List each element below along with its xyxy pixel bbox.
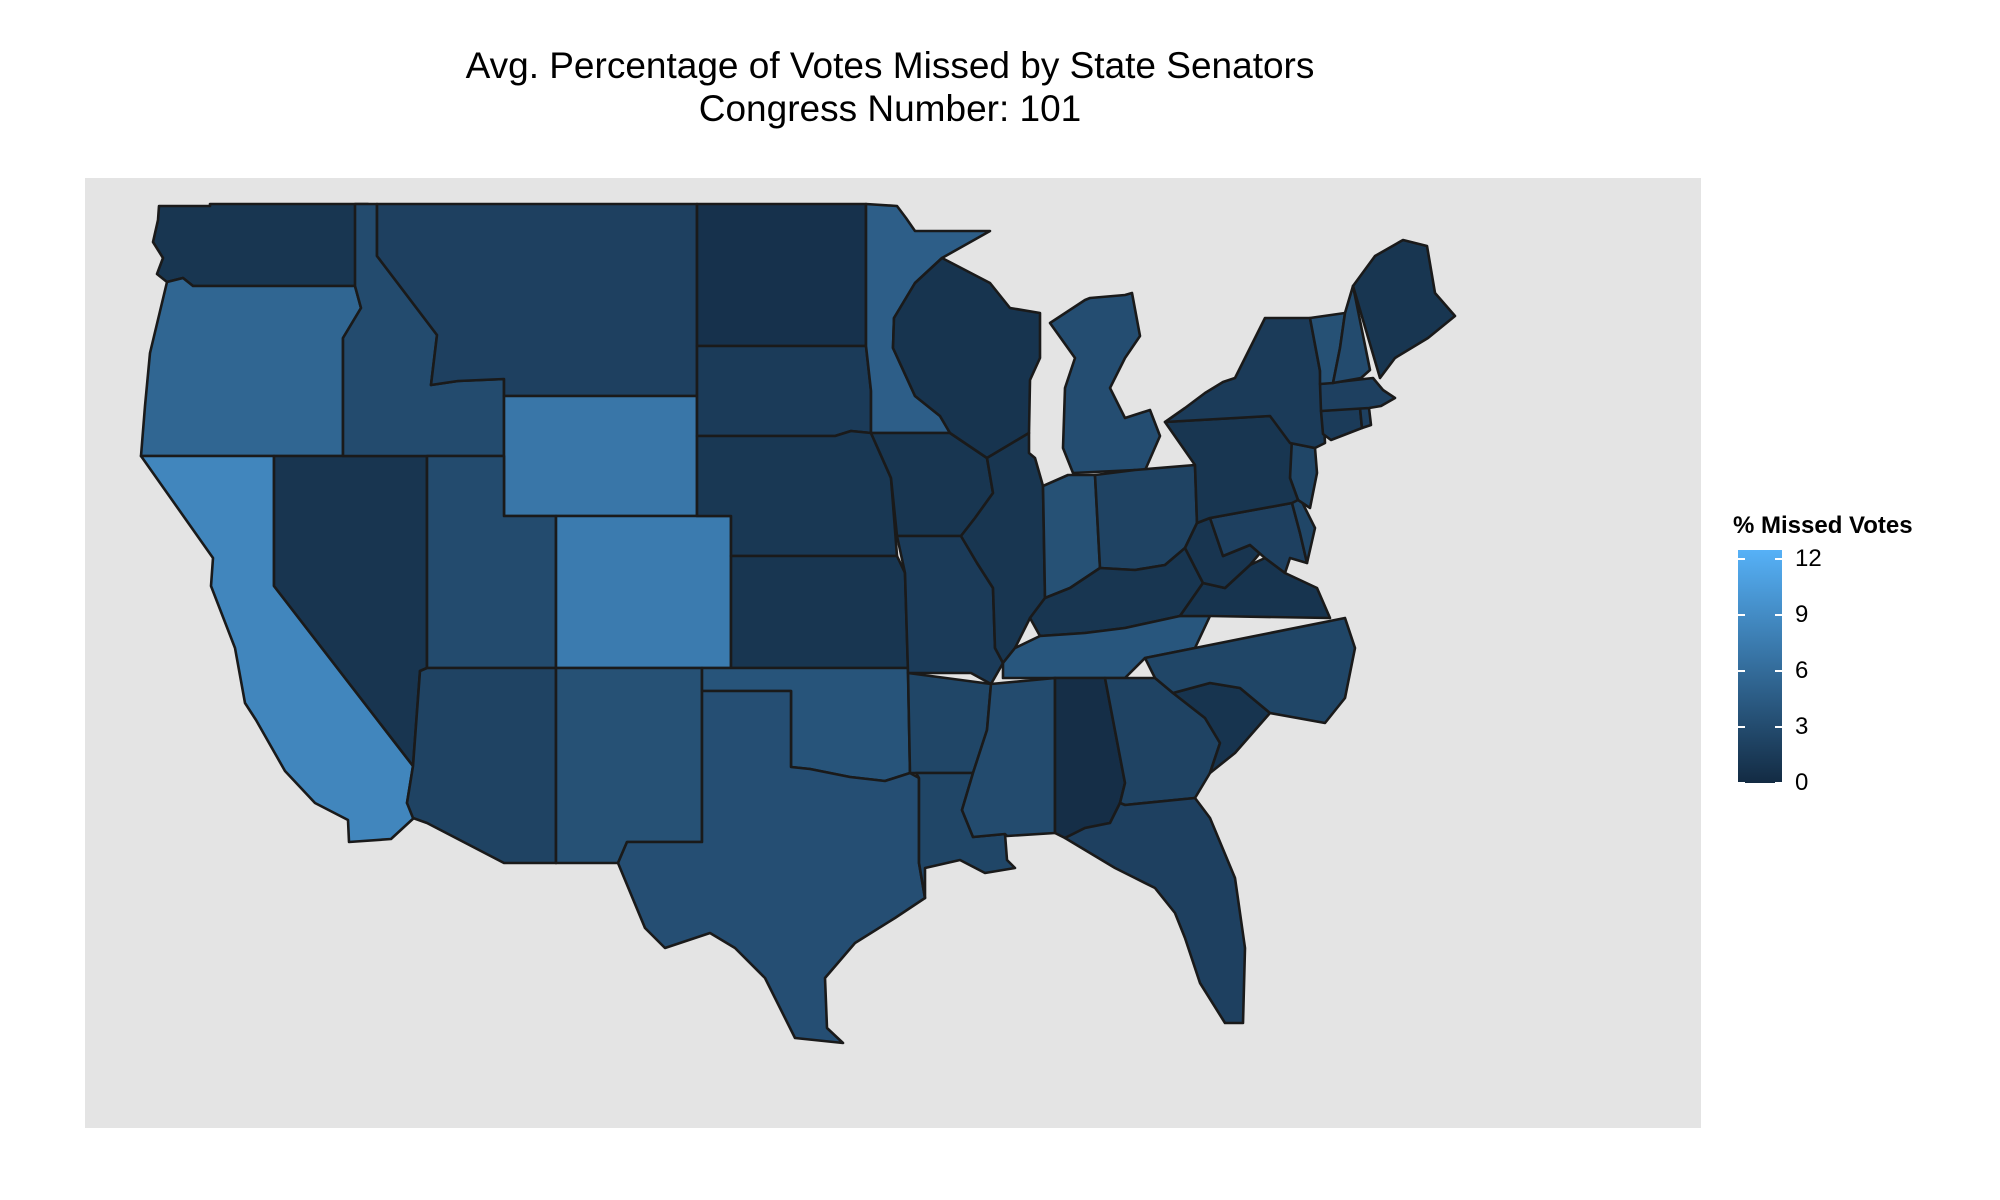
legend: % Missed Votes 0 3 6 9 12 — [1733, 510, 1973, 800]
state-nc — [1143, 616, 1357, 725]
state-wy — [502, 394, 699, 518]
state-wa — [151, 202, 370, 288]
legend-tick-label: 9 — [1795, 601, 1809, 629]
state-co — [554, 514, 733, 670]
state-or — [139, 276, 363, 458]
legend-tick-left — [1738, 782, 1745, 784]
state-ct — [1319, 406, 1364, 442]
title-line-2: Congress Number: 101 — [698, 88, 1082, 129]
state-sd — [695, 344, 873, 438]
legend-tick-left — [1738, 614, 1745, 617]
state-ma — [1318, 376, 1397, 413]
legend-tick-label: 0 — [1795, 769, 1809, 796]
state-fl — [1063, 796, 1247, 1025]
state-az — [405, 666, 558, 865]
state-tx — [616, 689, 927, 1045]
state-ks — [729, 554, 910, 670]
state-mi — [1048, 291, 1162, 477]
legend-tick-left — [1738, 558, 1745, 561]
state-ri — [1358, 406, 1373, 430]
legend-tick-label: 12 — [1795, 545, 1822, 573]
legend-tick-label: 3 — [1795, 713, 1809, 741]
chart-title: Avg. Percentage of Votes Missed by State… — [0, 44, 1780, 130]
title-line-1: Avg. Percentage of Votes Missed by State… — [465, 45, 1315, 86]
legend-tick-label: 6 — [1795, 657, 1809, 685]
state-nm — [554, 666, 704, 865]
legend-tick-left — [1738, 670, 1745, 673]
us-choropleth-map — [139, 202, 1457, 1045]
legend-tick-right — [1775, 558, 1782, 561]
legend-title: % Missed Votes — [1733, 512, 1913, 539]
state-nd — [695, 202, 868, 348]
legend-colorbar — [1738, 550, 1782, 784]
legend-tick-right — [1775, 670, 1782, 673]
legend-tick-right — [1775, 726, 1782, 729]
legend-tick-right — [1775, 782, 1782, 784]
legend-tick-left — [1738, 726, 1745, 729]
legend-tick-right — [1775, 614, 1782, 617]
state-me — [1351, 238, 1457, 380]
map-panel — [85, 178, 1701, 1128]
